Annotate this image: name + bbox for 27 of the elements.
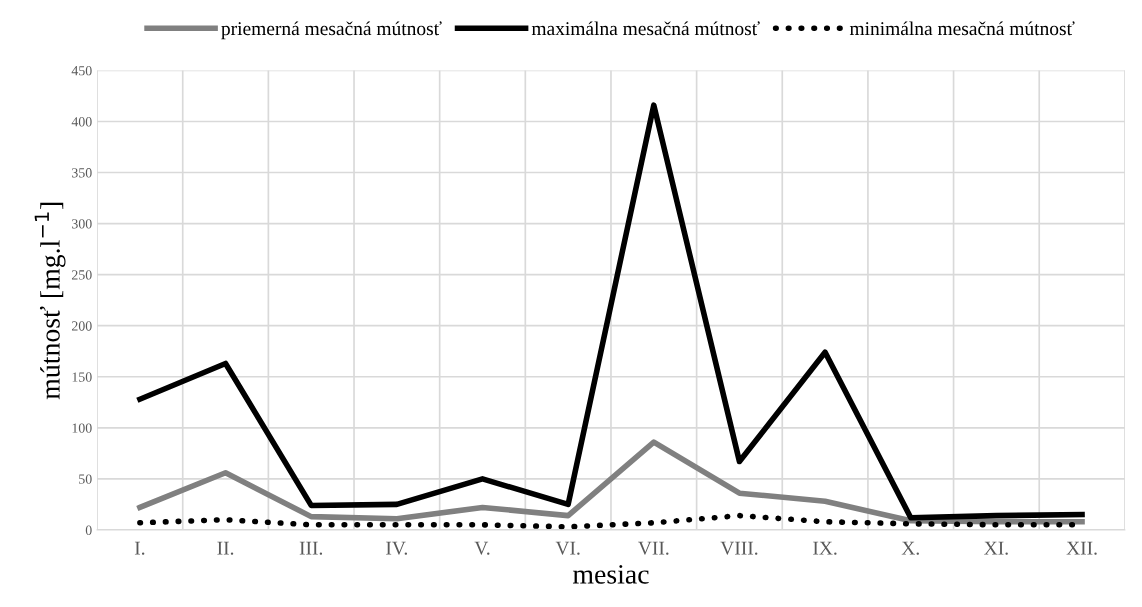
x-tick-label: VIII. [720,541,758,555]
y-tick-label: 50 [79,474,92,484]
x-tick-label: VI. [555,541,580,555]
y-tick-label: 100 [72,423,92,433]
y-tick-label: 300 [72,219,92,229]
x-tick-label: XII. [1066,541,1097,555]
x-tick-label: XI. [984,541,1008,555]
y-tick-label: 450 [71,65,92,76]
legend-label: minimálna mesačná mútnosť [849,21,1075,36]
y-tick-label: 400 [71,117,92,127]
x-tick-label: II. [217,541,234,555]
x-tick-label: IV. [386,541,407,555]
x-axis-title: mesiac [572,565,649,584]
y-tick-label: 250 [71,270,92,280]
x-tick-label: I. [134,541,145,555]
y-axis-title: mútnosť [mg.l$^{−1}$] [34,202,66,400]
x-tick-label: X. [901,541,919,555]
y-tick-label: 150 [72,372,92,382]
legend-label: maximálna mesačná mútnosť [531,21,760,36]
x-tick-label: III. [299,541,323,555]
legend-label: priemerná mesačná mútnosť [221,21,442,40]
y-tick-label: 350 [72,168,92,178]
x-tick-label: VII. [638,541,669,555]
y-tick-label: 0 [85,525,92,535]
x-tick-label: V. [474,541,490,555]
y-tick-label: 200 [71,321,92,331]
x-tick-label: IX. [813,541,837,555]
